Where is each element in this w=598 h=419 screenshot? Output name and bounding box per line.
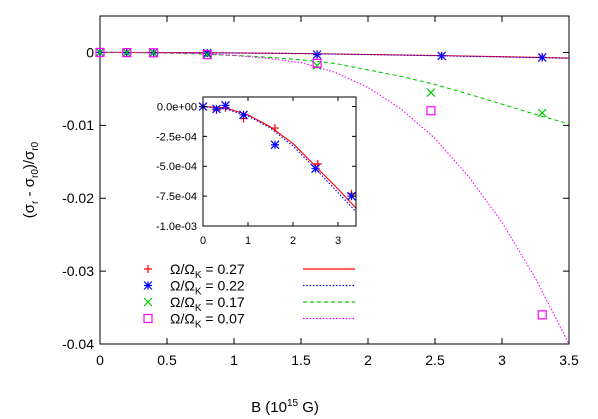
inset-series-1-point-6 (347, 191, 356, 201)
main-x-tick-label-7: 3.5 (559, 352, 579, 368)
inset-y-tick-label-1: -2.5e-04 (156, 131, 197, 143)
main-plot-frame (99, 15, 570, 345)
inset-y-tick-label-3: -7.5e-04 (156, 191, 197, 203)
main-x-tick-label-0: 0 (96, 352, 104, 368)
axis-labels: B (1015 G) (σr - σr0)/σr0 (21, 141, 319, 416)
main-series-3-point-5 (426, 106, 436, 116)
main-series-3-point-0 (95, 47, 105, 58)
legend: Ω/ΩK = 0.27Ω/ΩK = 0.22Ω/ΩK = 0.17Ω/ΩK = … (143, 261, 355, 331)
inset-y-tick-label-0: 0.0e+00 (157, 101, 197, 113)
inset-series-1-point-2 (221, 100, 230, 110)
main-series-2-point-6 (537, 108, 547, 118)
main-x-tick-label-2: 1 (230, 352, 238, 368)
main-y-tick-label-1: -0.01 (62, 117, 94, 133)
inset-axes-frame (202, 96, 357, 227)
main-series-2-point-1 (122, 48, 132, 58)
x-axis-label: B (1015 G) (251, 398, 319, 416)
inset-x-tick-label-2: 2 (290, 235, 296, 247)
main-series-2-point-4 (312, 61, 322, 70)
inset-series-0-point-4 (271, 124, 279, 133)
inset-background (203, 97, 356, 226)
main-fit-curves (100, 51, 569, 344)
main-x-tick-label-3: 1.5 (291, 352, 311, 368)
main-series-2-curve (100, 51, 569, 125)
legend-label-0: Ω/ΩK = 0.27 (170, 261, 245, 281)
main-x-tick-label-4: 2 (364, 352, 372, 368)
main-y-tick-label-2: -0.02 (62, 190, 94, 206)
main-series-2-point-0 (95, 48, 105, 57)
main-series-3-point-6 (537, 310, 547, 320)
main-y-tick-label-0: 0 (86, 44, 94, 60)
main-series-1-point-5 (437, 51, 447, 61)
main-series-1-point-4 (312, 50, 322, 60)
inset-x-tick-label-0: 0 (200, 235, 206, 247)
inset-x-tick-label-1: 1 (245, 235, 251, 247)
inset-x-tick-label-3: 3 (335, 235, 341, 247)
main-series-3-point-1 (122, 47, 132, 58)
inset-series-1-point-5 (311, 164, 320, 174)
main-x-tick-label-1: 0.5 (157, 352, 177, 368)
inset-series-1-point-3 (239, 110, 248, 120)
main-x-tick-label-6: 3 (498, 352, 506, 368)
legend-marker-3 (143, 313, 153, 324)
main-series-3-point-2 (149, 48, 159, 58)
main-x-tick-label-5: 2.5 (425, 352, 445, 368)
main-series-1-curve (100, 51, 569, 59)
main-data-points (95, 47, 547, 320)
legend-marker-2 (143, 297, 153, 307)
main-series-2-point-3 (202, 50, 212, 60)
main-series-3-point-4 (312, 58, 322, 68)
inset-plot-frame (202, 96, 357, 227)
inset-y-tick-label-2: -5.0e-04 (156, 161, 197, 173)
legend-marker-1 (143, 281, 153, 290)
inset-tick-labels: 0 1 2 3 0.0e+00 -2.5e-04 -5.0e-04 -7.5e-04 -1.0e… (156, 101, 341, 247)
inset-series-1-curve (203, 106, 356, 213)
legend-marker-0 (144, 265, 152, 273)
main-y-tick-label-3: -0.03 (62, 263, 94, 279)
main-tick-labels: 0 0.5 1 1.5 2 2.5 3 3.5 0 -0.01 -0.02 -0.03 -0.04 (62, 44, 579, 368)
legend-label-1: Ω/ΩK = 0.22 (170, 278, 245, 298)
inset-series-1-point-4 (270, 140, 280, 150)
inset-series-1-point-1 (212, 104, 221, 114)
main-series-1-point-6 (537, 52, 547, 62)
legend-label-3: Ω/ΩK = 0.07 (170, 311, 245, 331)
inset-y-tick-label-4: -1.0e-03 (156, 221, 197, 233)
main-series-2-point-5 (426, 88, 436, 97)
main-series-3-curve (100, 51, 569, 344)
legend-label-2: Ω/ΩK = 0.17 (170, 294, 245, 314)
main-series-1-point-3 (202, 48, 212, 58)
main-y-tick-label-4: -0.04 (62, 336, 94, 352)
main-series-3-point-3 (202, 50, 212, 60)
main-series-2-point-2 (149, 48, 159, 58)
y-axis-label: (σr - σr0)/σr0 (21, 141, 41, 218)
